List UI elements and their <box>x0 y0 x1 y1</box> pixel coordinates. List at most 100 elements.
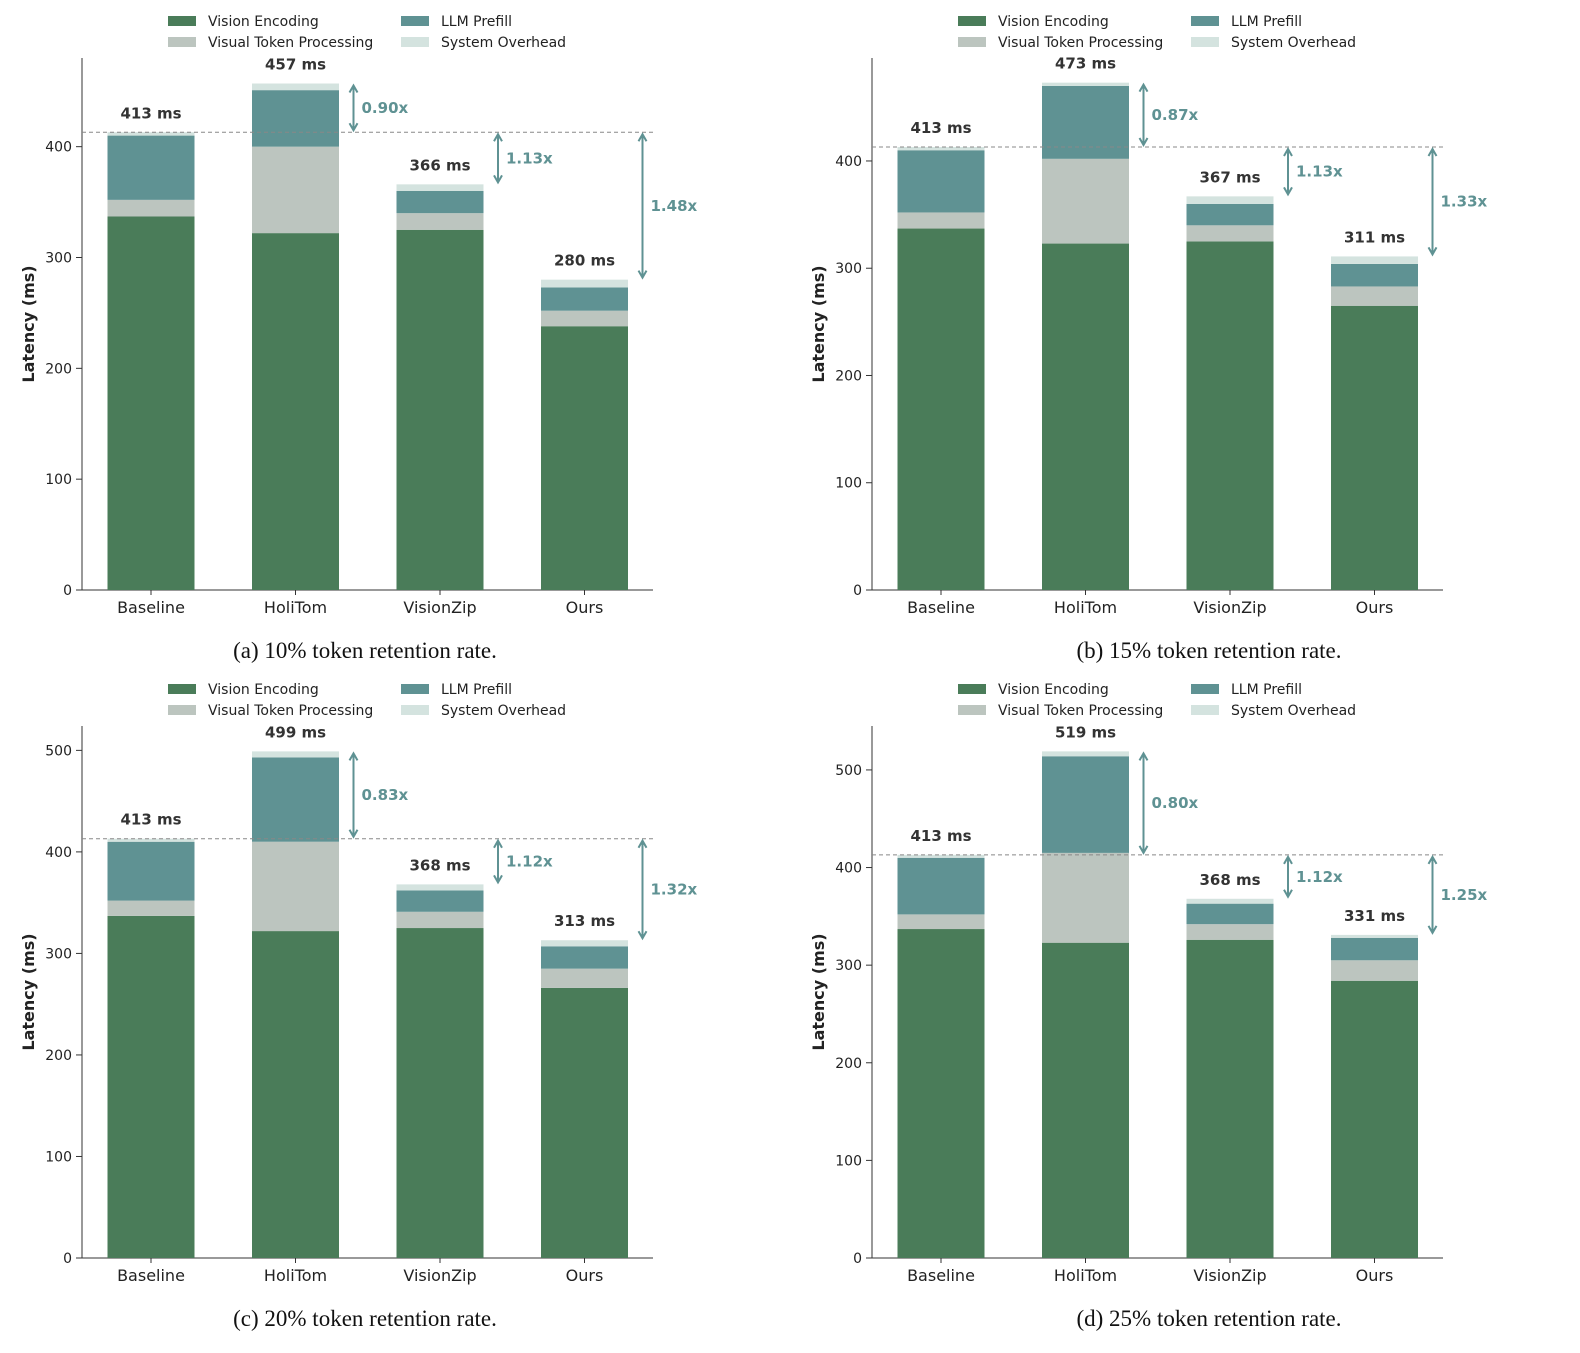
total-label: 457 ms <box>265 55 326 73</box>
total-label: 367 ms <box>1199 168 1260 186</box>
bar-segment <box>1331 934 1418 938</box>
bar-segment <box>1186 241 1274 590</box>
legend-label: Visual Token Processing <box>208 35 373 51</box>
legend-label: Vision Encoding <box>998 682 1109 698</box>
bar-segment <box>541 287 628 311</box>
legend-label: System Overhead <box>1231 703 1356 719</box>
bar-segment <box>897 857 985 915</box>
bar-segment <box>1042 751 1129 757</box>
y-tick-label: 400 <box>835 861 862 877</box>
y-tick-label: 200 <box>45 1048 72 1064</box>
y-tick-label: 500 <box>45 743 72 759</box>
chart-b: Vision Encoding Visual Token Processing LL… <box>809 14 1488 617</box>
x-tick-label: HoliTom <box>1054 598 1117 617</box>
legend-swatch <box>1191 684 1219 694</box>
speedup-label: 1.13x <box>1296 163 1343 181</box>
bar-segment <box>252 146 339 234</box>
y-tick-label: 100 <box>835 1153 862 1169</box>
speedup-arrow-head <box>1283 889 1293 899</box>
bar-segment <box>1186 939 1274 1258</box>
speedup-arrow-head <box>493 874 503 885</box>
legend-swatch <box>958 16 986 26</box>
y-axis-label: Latency (ms) <box>19 933 38 1050</box>
total-label: 413 ms <box>910 827 971 845</box>
bar-segment <box>107 841 195 901</box>
chart-caption-c: (c) 20% token retention rate. <box>233 1306 497 1331</box>
bar-segment <box>1042 243 1129 590</box>
bar-segment <box>1331 937 1418 961</box>
speedup-arrow-head <box>1427 854 1438 865</box>
legend-label: LLM Prefill <box>441 14 512 30</box>
bar-segment <box>1186 203 1274 226</box>
speedup-label: 0.90x <box>362 99 409 117</box>
bar-segment <box>541 326 628 590</box>
legend-label: LLM Prefill <box>441 682 512 698</box>
speedup-label: 1.32x <box>651 880 698 898</box>
bar-segment <box>541 987 628 1258</box>
x-tick-label: Ours <box>1356 1266 1394 1285</box>
total-label: 313 ms <box>554 912 615 930</box>
bar-segment <box>897 854 985 858</box>
legend-swatch <box>401 684 429 694</box>
bar-segment <box>396 911 484 929</box>
chart-a: Vision Encoding Visual Token Processing LL… <box>19 14 698 617</box>
x-tick-label: Ours <box>1356 598 1394 617</box>
x-tick-label: VisionZip <box>403 1266 476 1285</box>
legend: Vision Encoding Visual Token Processing LL… <box>958 14 1356 51</box>
bar-segment <box>107 132 195 136</box>
speedup-arrow-head <box>493 838 503 849</box>
chart-panel-a: Vision Encoding Visual Token Processing LL… <box>0 0 780 676</box>
y-axis-label: Latency (ms) <box>19 265 38 382</box>
y-tick-label: 200 <box>835 1056 862 1072</box>
bar-segment <box>107 915 195 1258</box>
bar-segment <box>1186 903 1274 925</box>
speedup-arrow-head <box>1283 854 1293 865</box>
legend-label: Visual Token Processing <box>208 703 373 719</box>
bar-segment <box>396 928 484 1258</box>
bar-segment <box>396 213 484 230</box>
speedup-arrow-head <box>348 751 359 761</box>
bar-segment <box>252 757 339 842</box>
x-tick-label: Baseline <box>907 1266 975 1285</box>
y-tick-label: 200 <box>835 368 862 384</box>
bar-segment <box>541 968 628 988</box>
speedup-arrow-head <box>1427 246 1438 257</box>
chart-panel-c: Vision Encoding Visual Token Processing LL… <box>0 668 780 1344</box>
bar-segment <box>107 838 195 842</box>
bar-segment <box>1186 924 1274 940</box>
speedup-label: 0.80x <box>1152 794 1199 812</box>
speedup-arrow-head <box>637 838 648 849</box>
bar-segment <box>1042 158 1129 244</box>
y-tick-label: 400 <box>45 845 72 861</box>
bar-segment <box>396 890 484 912</box>
chart-panel-b: Vision Encoding Visual Token Processing LL… <box>790 0 1570 676</box>
speedup-arrow-head <box>1427 147 1438 157</box>
legend-swatch <box>168 37 196 47</box>
x-tick-label: VisionZip <box>1193 1266 1266 1285</box>
y-tick-label: 300 <box>835 261 862 277</box>
chart-caption-a: (a) 10% token retention rate. <box>233 638 497 663</box>
speedup-arrow-head <box>1138 137 1149 148</box>
legend-label: Visual Token Processing <box>998 703 1163 719</box>
bar-segment <box>107 216 195 590</box>
legend-label: LLM Prefill <box>1231 14 1302 30</box>
bar-segment <box>1042 82 1129 86</box>
bar-segment <box>107 199 195 217</box>
y-tick-label: 100 <box>45 472 72 488</box>
speedup-label: 0.83x <box>362 786 409 804</box>
legend-swatch <box>958 37 986 47</box>
legend: Vision Encoding Visual Token Processing LL… <box>958 682 1356 719</box>
legend-label: Vision Encoding <box>208 682 319 698</box>
y-tick-label: 0 <box>63 583 72 599</box>
total-label: 499 ms <box>265 723 326 741</box>
legend-swatch <box>168 684 196 694</box>
speedup-arrow-head <box>493 132 503 142</box>
speedup-label: 1.12x <box>1296 868 1343 886</box>
bar-segment <box>396 884 484 891</box>
bar-segment <box>1331 263 1418 287</box>
bar-segment <box>1042 756 1129 853</box>
y-tick-label: 300 <box>835 958 862 974</box>
x-tick-label: HoliTom <box>264 1266 327 1285</box>
total-label: 413 ms <box>120 811 181 829</box>
speedup-arrow-head <box>493 174 503 185</box>
